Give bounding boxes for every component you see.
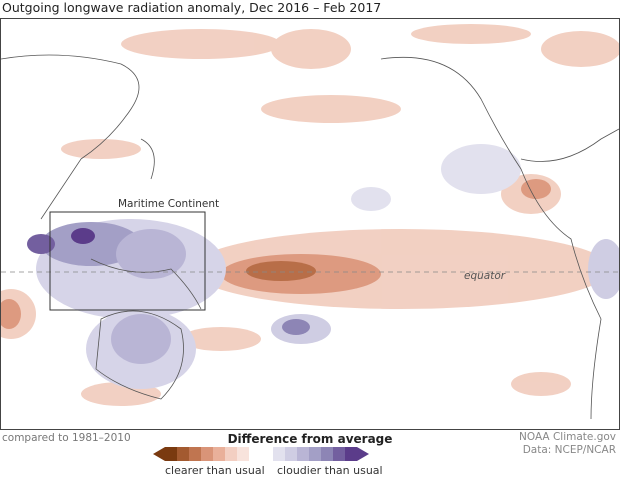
credit-data: Data: NCEP/NCAR xyxy=(522,444,616,456)
color-bar xyxy=(153,447,369,461)
legend-swatch xyxy=(201,447,213,461)
legend-swatch xyxy=(189,447,201,461)
legend-swatch xyxy=(273,447,285,461)
baseline-note: compared to 1981–2010 xyxy=(2,432,131,444)
maritime-continent-box xyxy=(49,211,206,311)
olr-anomaly-map xyxy=(0,18,620,430)
legend-swatch xyxy=(333,447,345,461)
legend-right-label: cloudier than usual xyxy=(277,464,383,477)
coastlines xyxy=(1,54,619,420)
legend-swatch xyxy=(345,447,357,461)
legend-swatch xyxy=(297,447,309,461)
legend-swatch xyxy=(285,447,297,461)
legend-swatch xyxy=(321,447,333,461)
legend-swatch xyxy=(249,447,273,461)
map-title: Outgoing longwave radiation anomaly, Dec… xyxy=(2,0,382,15)
credit-noaa: NOAA Climate.gov xyxy=(519,431,616,443)
legend-arrow-right xyxy=(357,447,369,461)
legend-swatch xyxy=(213,447,225,461)
cloudier-anomaly-areas xyxy=(27,144,619,389)
legend-swatch xyxy=(225,447,237,461)
legend-title: Difference from average xyxy=(227,432,393,446)
region-label: Maritime Continent xyxy=(118,198,220,210)
legend-swatch xyxy=(165,447,177,461)
legend-arrow-left xyxy=(153,447,165,461)
legend-swatch xyxy=(309,447,321,461)
legend-swatch xyxy=(177,447,189,461)
equator-label: equator xyxy=(464,270,506,282)
legend-swatch xyxy=(237,447,249,461)
legend-left-label: clearer than usual xyxy=(165,464,265,477)
